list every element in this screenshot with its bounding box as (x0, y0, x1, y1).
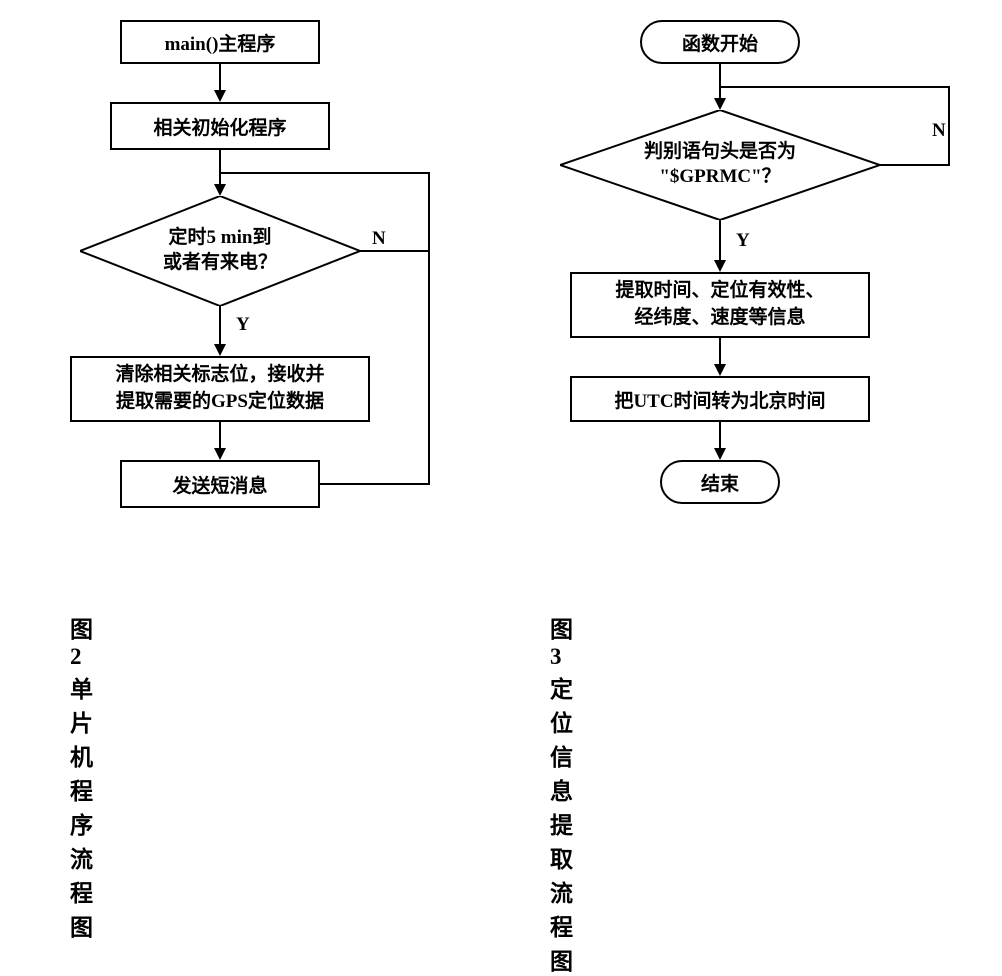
arrow-head (214, 184, 226, 196)
node-text: 提取时间、定位有效性、 经纬度、速度等信息 (615, 278, 824, 331)
node-text: main()主程序 (165, 29, 276, 56)
node-init: 相关初始化程序 (110, 102, 330, 150)
label-no: N (372, 228, 386, 250)
caption-right: 图 3 定位信息提取流程图 (550, 610, 575, 976)
arrow-head (714, 448, 726, 460)
edge (719, 422, 721, 448)
edge (719, 64, 721, 98)
node-decision-timer: 定时5 min到 或者有来电？ (80, 196, 360, 306)
node-text: 函数开始 (682, 29, 758, 56)
edge (719, 338, 721, 364)
caption-left: 图 2 单片机程序流程图 (70, 610, 95, 942)
edge (948, 86, 950, 166)
node-decision-gprmc: 判别语句头是否为 "$GPRMC"？ (560, 110, 880, 220)
node-main: main()主程序 (120, 20, 320, 64)
node-text: 发送短消息 (172, 471, 267, 498)
node-text: 定时5 min到 或者有来电？ (163, 226, 277, 275)
node-start: 函数开始 (640, 20, 800, 64)
edge (428, 250, 430, 485)
node-text: 把UTC时间转为北京时间 (614, 386, 825, 413)
edge (880, 164, 950, 166)
node-extract: 提取时间、定位有效性、 经纬度、速度等信息 (570, 272, 870, 338)
edge (360, 250, 430, 252)
edge (219, 422, 221, 448)
edge (219, 150, 221, 184)
node-clear-receive: 清除相关标志位，接收并 提取需要的GPS定位数据 (70, 356, 370, 422)
edge (220, 172, 430, 174)
edge (219, 306, 221, 344)
node-convert-utc: 把UTC时间转为北京时间 (570, 376, 870, 422)
node-text: 相关初始化程序 (153, 113, 286, 140)
arrow-head (214, 344, 226, 356)
node-text: 清除相关标志位，接收并 提取需要的GPS定位数据 (115, 362, 324, 415)
node-end: 结束 (660, 460, 780, 504)
edge (428, 172, 430, 252)
node-send-sms: 发送短消息 (120, 460, 320, 508)
node-text: 结束 (701, 469, 739, 496)
label-no: N (932, 120, 946, 142)
arrow-head (214, 448, 226, 460)
edge (719, 220, 721, 260)
arrow-head (714, 364, 726, 376)
arrow-head (214, 90, 226, 102)
edge (219, 64, 221, 90)
label-yes: Y (736, 230, 750, 252)
arrow-head (714, 98, 726, 110)
arrow-head (714, 260, 726, 272)
label-yes: Y (236, 314, 250, 336)
node-text: 判别语句头是否为 "$GPRMC"？ (644, 140, 796, 189)
edge (720, 86, 950, 88)
edge (320, 483, 430, 485)
